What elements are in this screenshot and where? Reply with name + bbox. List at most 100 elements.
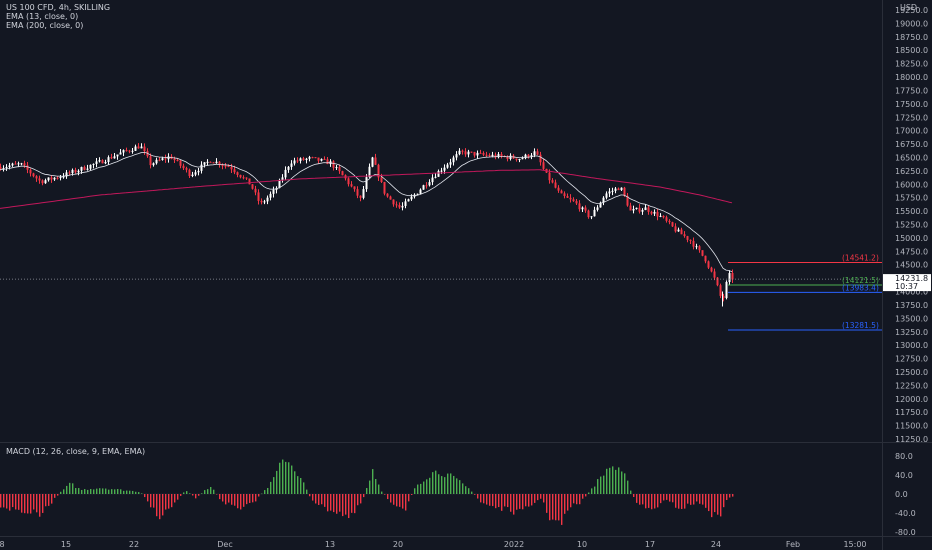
candle-body[interactable] <box>533 151 536 156</box>
candle-body[interactable] <box>26 165 29 170</box>
candle-body[interactable] <box>140 146 143 149</box>
candle-body[interactable] <box>17 163 20 165</box>
candle-body[interactable] <box>509 155 512 159</box>
candle-body[interactable] <box>551 180 554 183</box>
candle-body[interactable] <box>68 172 71 174</box>
candle-body[interactable] <box>614 188 617 191</box>
candle-body[interactable] <box>677 229 680 232</box>
candle-body[interactable] <box>521 158 524 160</box>
candle-body[interactable] <box>92 163 95 165</box>
candle-body[interactable] <box>464 151 467 155</box>
candle-body[interactable] <box>383 182 386 194</box>
candle-body[interactable] <box>635 207 638 209</box>
candle-body[interactable] <box>656 211 659 217</box>
candle-body[interactable] <box>167 156 170 160</box>
candle-body[interactable] <box>497 154 500 158</box>
candle-body[interactable] <box>596 207 599 210</box>
candle-body[interactable] <box>653 211 656 214</box>
candle-body[interactable] <box>587 210 590 218</box>
candle-body[interactable] <box>134 146 137 151</box>
candle-body[interactable] <box>209 161 212 163</box>
candle-body[interactable] <box>161 158 164 160</box>
candle-body[interactable] <box>608 191 611 194</box>
candle-body[interactable] <box>476 152 479 156</box>
candle-body[interactable] <box>425 185 428 187</box>
candle-body[interactable] <box>332 161 335 168</box>
candle-body[interactable] <box>491 154 494 157</box>
candle-body[interactable] <box>98 160 101 162</box>
candle-body[interactable] <box>47 177 50 181</box>
candle-body[interactable] <box>0 167 2 170</box>
candle-body[interactable] <box>590 216 593 218</box>
candle-body[interactable] <box>29 169 32 174</box>
current-price-badge[interactable] <box>883 274 931 292</box>
candle-body[interactable] <box>320 158 323 161</box>
candle-body[interactable] <box>227 165 230 167</box>
candle-body[interactable] <box>515 158 518 160</box>
candle-body[interactable] <box>266 197 269 202</box>
candle-body[interactable] <box>341 171 344 176</box>
candle-body[interactable] <box>398 204 401 208</box>
candle-body[interactable] <box>539 154 542 163</box>
candle-body[interactable] <box>689 239 692 241</box>
candle-body[interactable] <box>110 157 113 159</box>
candle-body[interactable] <box>488 155 491 157</box>
candle-body[interactable] <box>182 165 185 169</box>
candle-body[interactable] <box>125 150 128 152</box>
candle-body[interactable] <box>458 150 461 155</box>
candle-body[interactable] <box>473 151 476 156</box>
candle-body[interactable] <box>686 236 689 240</box>
candle-body[interactable] <box>56 177 59 179</box>
candle-body[interactable] <box>671 222 674 227</box>
candle-body[interactable] <box>86 168 89 170</box>
candle-body[interactable] <box>416 193 419 195</box>
candle-body[interactable] <box>50 177 53 180</box>
candle-body[interactable] <box>347 178 350 185</box>
candle-body[interactable] <box>101 160 104 164</box>
candle-body[interactable] <box>455 154 458 158</box>
candle-body[interactable] <box>527 154 530 157</box>
candle-body[interactable] <box>272 189 275 194</box>
candle-body[interactable] <box>707 261 710 268</box>
candle-body[interactable] <box>2 168 5 170</box>
candle-body[interactable] <box>254 188 257 193</box>
candle-body[interactable] <box>41 180 44 184</box>
candle-body[interactable] <box>236 172 239 175</box>
candle-body[interactable] <box>131 150 134 152</box>
candle-body[interactable] <box>446 164 449 168</box>
candle-body[interactable] <box>569 197 572 200</box>
candle-body[interactable] <box>662 215 665 218</box>
candle-body[interactable] <box>65 172 68 177</box>
candle-body[interactable] <box>644 207 647 211</box>
candle-body[interactable] <box>722 295 725 299</box>
candle-body[interactable] <box>116 154 119 157</box>
candle-body[interactable] <box>314 157 317 159</box>
macd-legend[interactable]: MACD (12, 26, close, 9, EMA, EMA) <box>6 447 146 456</box>
candle-body[interactable] <box>560 190 563 194</box>
candle-body[interactable] <box>605 193 608 198</box>
candle-body[interactable] <box>11 163 14 166</box>
candle-body[interactable] <box>485 154 488 156</box>
candle-body[interactable] <box>371 157 374 167</box>
candle-body[interactable] <box>14 163 17 165</box>
candle-body[interactable] <box>38 178 41 181</box>
candle-body[interactable] <box>440 170 443 172</box>
candle-body[interactable] <box>119 152 122 155</box>
candle-body[interactable] <box>212 162 215 164</box>
candle-body[interactable] <box>419 189 422 194</box>
candle-body[interactable] <box>548 172 551 181</box>
candle-body[interactable] <box>506 156 509 159</box>
ema13-legend[interactable]: EMA (13, close, 0) <box>6 12 79 21</box>
candle-body[interactable] <box>668 220 671 223</box>
candle-body[interactable] <box>725 281 728 299</box>
candle-body[interactable] <box>155 159 158 164</box>
candle-body[interactable] <box>518 159 521 161</box>
candle-body[interactable] <box>374 157 377 165</box>
candle-body[interactable] <box>269 193 272 198</box>
candle-body[interactable] <box>74 169 77 173</box>
candle-body[interactable] <box>542 162 545 169</box>
candle-body[interactable] <box>452 157 455 163</box>
candle-body[interactable] <box>638 207 641 212</box>
